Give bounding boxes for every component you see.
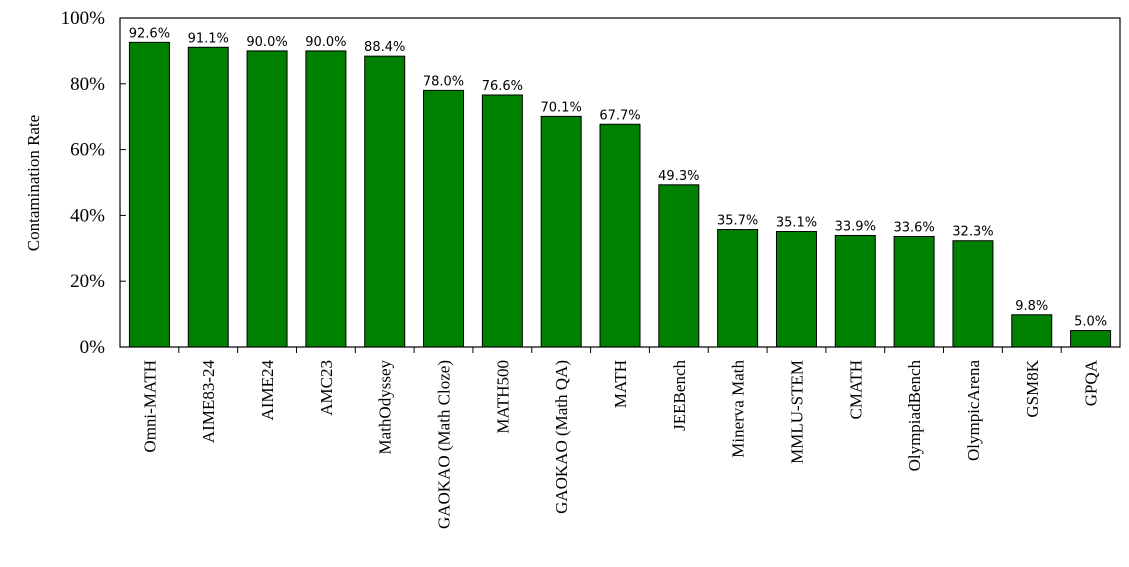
bar: [364, 55, 406, 348]
y-tick-label: 100%: [61, 8, 106, 29]
y-axis-ticks: 0% 20% 40% 60% 80% 100%: [61, 8, 126, 358]
x-tick-label: MathOdyssey: [376, 360, 395, 455]
x-tick-label: CMATH: [846, 360, 865, 420]
x-tick-label: AMC23: [317, 360, 336, 416]
x-tick-label: OlympicArena: [964, 360, 983, 461]
x-tick-label: Omni-MATH: [140, 360, 159, 453]
bar: [893, 235, 935, 348]
bar: [246, 50, 288, 348]
bar: [952, 240, 994, 348]
x-tick-label: JEEBench: [670, 360, 689, 431]
x-tick-label: GAOKAO (Math Cloze): [435, 360, 454, 529]
bar-value-label: 70.1%: [541, 100, 582, 115]
bar: [834, 234, 876, 348]
bar: [1011, 314, 1053, 348]
bar: [658, 184, 700, 348]
bars-layer: [128, 41, 1112, 348]
bar-value-label: 90.0%: [305, 35, 346, 50]
bar-value-label: 78.0%: [423, 74, 464, 89]
bar: [305, 50, 347, 348]
bar-value-label: 49.3%: [658, 169, 699, 184]
x-tick-label: GSM8K: [1023, 359, 1042, 417]
bar: [775, 231, 817, 348]
bar-value-label: 76.6%: [482, 79, 523, 94]
bar: [540, 115, 582, 348]
y-tick-label: 80%: [70, 74, 105, 95]
bar-value-label: 35.7%: [717, 214, 758, 229]
bar-value-label: 33.6%: [893, 220, 934, 235]
x-tick-label: AIME24: [258, 360, 277, 421]
x-tick-label: MATH500: [493, 360, 512, 434]
bar-value-label: 35.1%: [776, 216, 817, 231]
bar-value-label: 33.9%: [835, 219, 876, 234]
bar: [187, 46, 229, 348]
bar: [423, 89, 465, 348]
x-tick-label: MMLU-STEM: [787, 360, 806, 464]
x-tick-label: MATH: [611, 360, 630, 408]
bar-value-label: 88.4%: [364, 40, 405, 55]
x-tick-label: GAOKAO (Math QA): [552, 360, 571, 514]
bar-value-label: 91.1%: [188, 31, 229, 46]
y-tick-label: 20%: [70, 271, 105, 292]
bar-value-label: 5.0%: [1074, 315, 1107, 330]
x-tick-label: OlympiadBench: [905, 360, 924, 472]
bar-value-label: 32.3%: [952, 225, 993, 240]
x-tick-label: AIME83-24: [199, 360, 218, 444]
x-axis-ticks: Omni-MATH AIME83-24 AIME24 AMC23 MathOdyssey…: [140, 347, 1101, 529]
bar: [599, 123, 641, 348]
x-tick-label: GPQA: [1082, 359, 1101, 406]
bar-value-label: 92.6%: [129, 26, 170, 41]
bar: [1070, 330, 1112, 348]
bar: [717, 229, 759, 348]
y-tick-label: 60%: [70, 140, 105, 161]
plot-frame: [119, 17, 1121, 348]
data-labels-layer: 92.6% 91.1% 90.0% 90.0% 88.4% 78.0% 76.6% 70.1%…: [129, 26, 1107, 329]
bar: [481, 94, 523, 348]
y-tick-label: 40%: [70, 205, 105, 226]
bar-value-label: 9.8%: [1015, 299, 1048, 314]
x-tick-label: Minerva Math: [729, 360, 748, 458]
bar: [128, 41, 170, 348]
bar-value-label: 67.7%: [599, 108, 640, 123]
y-tick-label: 0%: [80, 337, 106, 358]
bar-value-label: 90.0%: [246, 35, 287, 50]
y-axis-label: Contamination Rate: [24, 115, 43, 251]
